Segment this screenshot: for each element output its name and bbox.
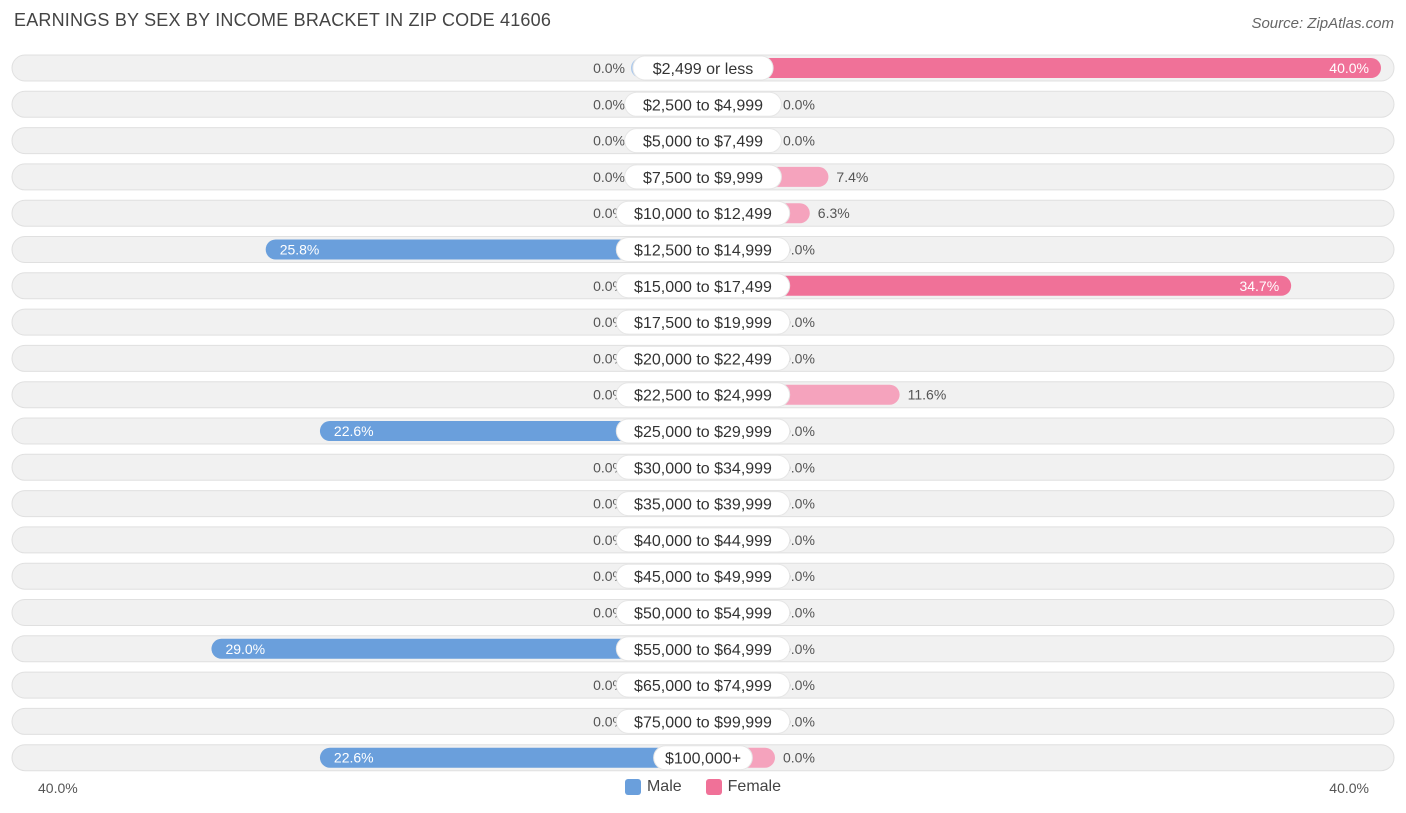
female-value-label: 7.4%: [836, 169, 868, 185]
category-pill: [615, 200, 791, 226]
female-value-label: 0.0%: [783, 496, 815, 512]
category-label: $17,500 to $19,999: [634, 315, 772, 332]
female-value-label: 0.0%: [783, 242, 815, 258]
female-value-label: 40.0%: [1329, 60, 1369, 76]
chart: 0.0% 40.0% $2,499 or less 0.0% 0.0% $2,500 to…: [11, 54, 1395, 772]
category-label: $15,000 to $17,499: [634, 279, 772, 296]
category-pill: [615, 418, 791, 444]
category-label: $100,000+: [665, 751, 741, 768]
category-label: $12,500 to $14,999: [634, 243, 772, 260]
category-label: $50,000 to $54,999: [634, 606, 772, 623]
legend-label-male: Male: [646, 778, 682, 795]
male-value-label: 0.0%: [593, 96, 625, 112]
female-value-label: 0.0%: [783, 350, 815, 366]
female-value-label: 0.0%: [783, 532, 815, 548]
male-bar: [265, 239, 703, 260]
female-value-label: 0.0%: [783, 423, 815, 439]
legend: Male Female: [0, 778, 1406, 796]
category-pill: [615, 273, 791, 299]
male-value-label: 0.0%: [593, 60, 625, 76]
category-pill: [624, 128, 782, 154]
category-label: $20,000 to $22,499: [634, 351, 772, 368]
category-pill: [615, 600, 791, 625]
category-pill: [615, 309, 791, 335]
female-value-label: 6.3%: [818, 205, 850, 221]
category-label: $40,000 to $44,999: [634, 533, 772, 550]
legend-label-female: Female: [727, 778, 782, 795]
female-value-label: 0.0%: [783, 641, 815, 657]
category-pill: [615, 382, 791, 408]
category-label: $35,000 to $39,999: [634, 497, 772, 514]
legend-swatch-female: [705, 779, 722, 795]
male-value-label: 0.0%: [593, 169, 625, 185]
category-pill: [615, 527, 791, 553]
male-value-label: 0.0%: [593, 133, 625, 149]
legend-item-female: Female: [705, 778, 782, 796]
legend-item-male: Male: [624, 778, 682, 796]
category-pill: [615, 237, 791, 262]
chart-title: EARNINGS BY SEX BY INCOME BRACKET IN ZIP…: [14, 10, 552, 30]
legend-swatch-male: [624, 779, 641, 795]
category-pill: [615, 345, 791, 371]
category-label: $10,000 to $12,499: [634, 206, 772, 223]
category-pill: [615, 672, 791, 698]
category-pill: [615, 454, 791, 480]
female-value-label: 0.0%: [783, 314, 815, 330]
category-label: $2,500 to $4,999: [643, 97, 763, 114]
female-value-label: 0.0%: [783, 568, 815, 584]
female-value-label: 34.7%: [1239, 278, 1279, 294]
category-label: $55,000 to $64,999: [634, 642, 772, 659]
category-pill: [615, 708, 791, 734]
category-label: $5,000 to $7,499: [643, 134, 763, 151]
category-label: $65,000 to $74,999: [634, 678, 772, 695]
axis-left-label: 40.0%: [38, 780, 78, 796]
category-pill: [615, 491, 791, 517]
female-bar: [703, 58, 1381, 78]
category-pill: [653, 745, 753, 771]
category-label: $2,499 or less: [653, 61, 754, 78]
male-bar: [319, 421, 703, 441]
axis-right-label: 40.0%: [1329, 780, 1369, 796]
category-pill: [624, 164, 782, 190]
category-pill: [632, 55, 774, 81]
source-label: Source: ZipAtlas.com: [1251, 15, 1394, 32]
category-label: $30,000 to $34,999: [634, 460, 772, 477]
male-value-label: 22.6%: [334, 750, 374, 766]
male-value-label: 25.8%: [280, 242, 320, 258]
category-label: $7,500 to $9,999: [643, 170, 763, 187]
female-value-label: 0.0%: [783, 459, 815, 475]
female-value-label: 11.6%: [908, 387, 947, 403]
female-bar: [703, 275, 1292, 296]
category-label: $45,000 to $49,999: [634, 569, 772, 586]
female-value-label: 0.0%: [783, 713, 815, 729]
female-value-label: 0.0%: [783, 96, 815, 112]
female-value-label: 0.0%: [783, 605, 815, 621]
category-pill: [624, 91, 782, 117]
category-pill: [615, 563, 791, 589]
male-bar: [211, 638, 703, 659]
category-label: $25,000 to $29,999: [634, 424, 772, 441]
category-label: $75,000 to $99,999: [634, 714, 772, 731]
female-value-label: 0.0%: [783, 677, 815, 693]
category-label: $22,500 to $24,999: [634, 388, 772, 405]
male-value-label: 29.0%: [225, 641, 265, 657]
male-bar: [319, 747, 703, 768]
female-value-label: 0.0%: [783, 133, 815, 149]
female-value-label: 0.0%: [783, 750, 815, 766]
male-value-label: 22.6%: [334, 423, 374, 439]
category-pill: [615, 636, 791, 662]
